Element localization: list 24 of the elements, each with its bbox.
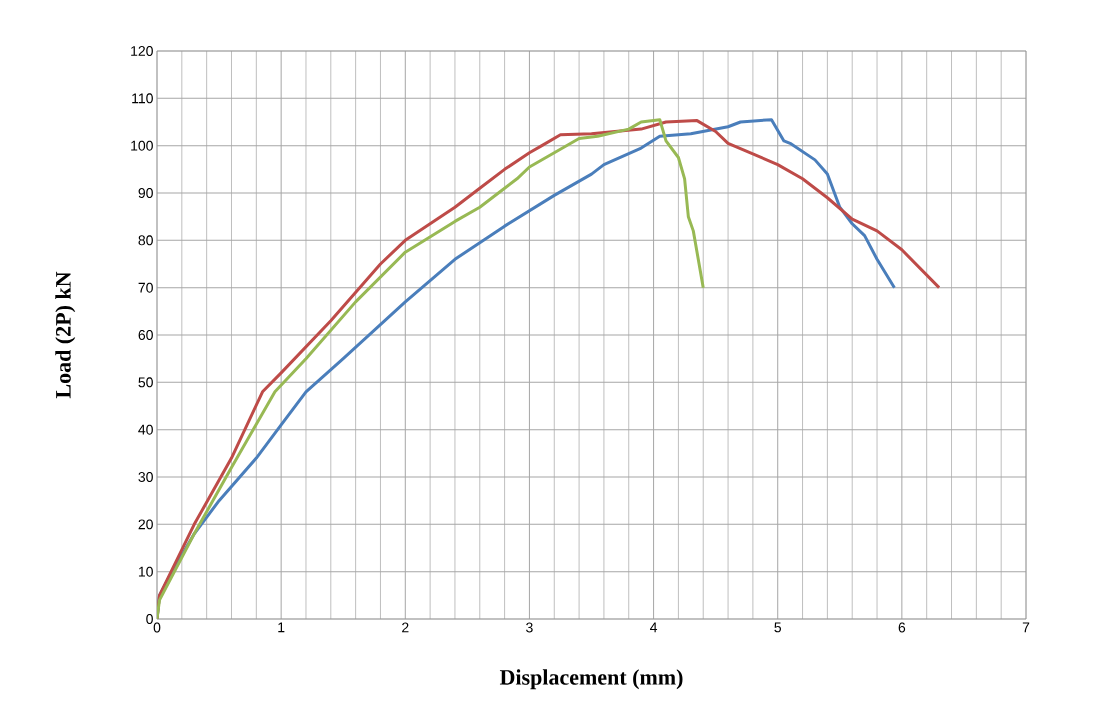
x-axis-title: Displacement (mm): [499, 669, 683, 690]
y-tick-label: 80: [138, 235, 153, 246]
y-tick-label: 60: [138, 330, 153, 340]
x-tick-label: 1: [278, 622, 285, 633]
x-tick-label: 3: [526, 622, 533, 633]
x-tick-label: 4: [649, 622, 658, 633]
y-tick-label: 120: [131, 46, 153, 56]
y-tick-label: 50: [138, 377, 153, 388]
y-tick-label: 70: [138, 282, 153, 293]
y-tick-label: 10: [138, 566, 153, 577]
x-tick-label: 5: [774, 622, 782, 633]
x-tick-label: 0: [153, 622, 161, 633]
y-tick-label: 90: [138, 188, 153, 198]
y-tick-label: 0: [146, 614, 153, 624]
y-axis-title: Load (2P) kN: [55, 271, 76, 399]
y-tick-label: 100: [131, 140, 153, 151]
x-tick-label: 6: [898, 622, 906, 633]
x-tick-label: 2: [402, 622, 409, 633]
y-tick-label: 40: [138, 424, 153, 435]
line-series: [157, 118, 705, 620]
y-tick-label: 30: [138, 472, 153, 482]
x-tick-label: 7: [1022, 622, 1030, 633]
y-tick-label: 20: [138, 519, 153, 530]
y-tick-label: 110: [132, 93, 153, 104]
